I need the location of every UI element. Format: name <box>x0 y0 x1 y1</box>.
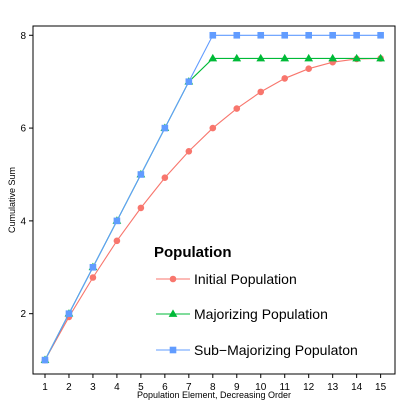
legend-label: Sub−Majorizing Populaton <box>194 342 358 358</box>
data-point <box>257 88 265 96</box>
x-tick-label: 7 <box>186 382 192 393</box>
data-point <box>329 31 336 39</box>
y-tick-label: 6 <box>20 124 26 135</box>
data-point <box>89 274 97 281</box>
data-point <box>352 53 362 62</box>
series-3 <box>41 31 384 364</box>
data-point <box>113 217 121 225</box>
x-tick-label: 1 <box>42 382 48 393</box>
legend-key-marker <box>168 309 178 317</box>
data-point <box>233 105 241 112</box>
data-point <box>232 53 242 62</box>
y-tick-label: 4 <box>20 216 26 227</box>
data-point <box>233 31 241 39</box>
data-point <box>161 124 169 132</box>
series-layer <box>40 31 385 364</box>
data-point <box>185 78 193 85</box>
data-point <box>185 147 193 155</box>
data-point <box>281 31 289 39</box>
x-tick-label: 12 <box>303 382 315 393</box>
data-point <box>280 53 290 62</box>
data-point <box>137 204 145 212</box>
legend: Population Initial Population Majorizing … <box>154 244 358 358</box>
data-point <box>161 174 169 182</box>
x-axis-title: Population Element, Decreasing Order <box>137 390 291 400</box>
data-point <box>41 356 49 364</box>
data-point <box>65 310 73 317</box>
x-tick-label: 11 <box>280 382 291 393</box>
x-tick-label: 14 <box>351 382 363 393</box>
data-point <box>137 171 145 178</box>
data-point <box>304 53 314 62</box>
data-point <box>305 65 312 72</box>
data-point <box>328 53 338 62</box>
data-point <box>89 263 97 271</box>
legend-item-3: Sub−Majorizing Populaton <box>156 342 358 358</box>
legend-key-marker <box>169 346 177 354</box>
legend-item-1: Initial Population <box>156 271 297 287</box>
x-tick-label: 4 <box>114 382 120 393</box>
series-1 <box>41 55 384 364</box>
legend-label: Majorizing Population <box>194 306 328 322</box>
y-axis-title: Cumulative Sum <box>7 167 17 233</box>
legend-label: Initial Population <box>194 271 297 287</box>
y-tick-label: 8 <box>20 31 26 42</box>
x-tick-label: 8 <box>210 382 216 393</box>
x-tick-label: 13 <box>327 382 339 393</box>
x-tick-label: 10 <box>255 382 267 393</box>
x-tick-label: 6 <box>162 382 168 393</box>
data-point <box>113 237 121 245</box>
data-point <box>281 75 289 82</box>
legend-item-2: Majorizing Population <box>156 306 328 322</box>
data-point <box>209 31 217 39</box>
data-point <box>305 31 312 39</box>
data-point <box>377 31 384 39</box>
data-point <box>256 53 266 62</box>
x-tick-label: 15 <box>375 382 387 393</box>
data-point <box>209 124 217 132</box>
plot-panel <box>32 25 396 375</box>
data-point <box>376 53 385 62</box>
x-tick-label: 2 <box>66 382 72 393</box>
data-point <box>257 31 265 39</box>
data-point <box>353 31 360 39</box>
x-tick-label: 9 <box>234 382 240 393</box>
legend-title: Population <box>154 244 232 261</box>
legend-key-marker <box>169 275 177 283</box>
x-tick-label: 5 <box>138 382 144 393</box>
y-tick-label: 2 <box>20 309 26 320</box>
data-point <box>208 53 218 62</box>
x-tick-label: 3 <box>90 382 96 393</box>
